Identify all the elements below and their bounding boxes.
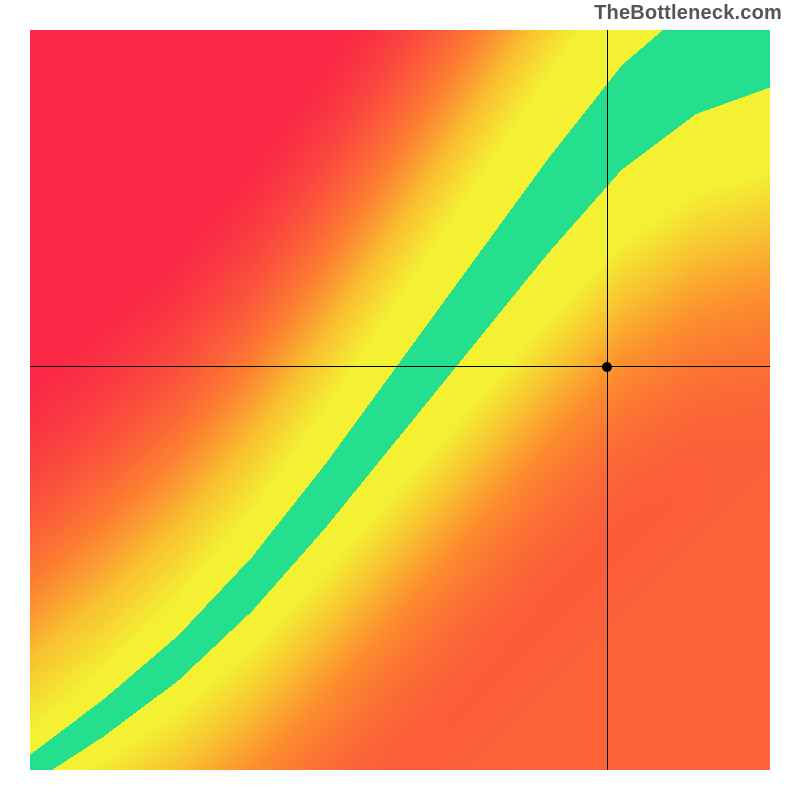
chart-container: TheBottleneck.com: [0, 0, 800, 800]
watermark-text: TheBottleneck.com: [594, 2, 782, 25]
plot-area: [30, 30, 770, 770]
heatmap-canvas: [30, 30, 770, 770]
crosshair-marker: [602, 362, 612, 372]
